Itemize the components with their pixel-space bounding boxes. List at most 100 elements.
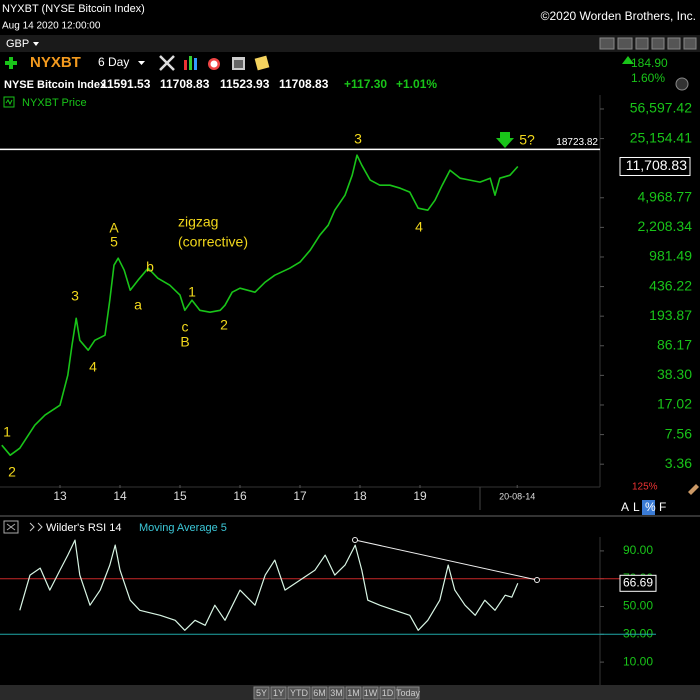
tool-icons[interactable]: [159, 55, 270, 71]
y-tick-label: 4,968.77: [638, 188, 693, 204]
range-button[interactable]: 1W: [364, 688, 378, 698]
y-tick-label: 436.22: [649, 277, 692, 293]
trend-handle: [352, 537, 358, 543]
range-button-bg[interactable]: [345, 686, 362, 700]
range-button-bg[interactable]: [396, 686, 420, 700]
y-tick-label: 10.00: [623, 654, 653, 668]
quote-close: 11708.83: [279, 77, 329, 91]
range-button-bg[interactable]: [311, 686, 328, 700]
scale-a[interactable]: A: [621, 500, 629, 514]
wave-label: 5?: [519, 132, 535, 148]
wave-label: b: [146, 259, 154, 275]
wave-label: 4: [89, 359, 97, 375]
wave-label: 1: [3, 424, 11, 440]
quote-high: 11708.83: [160, 77, 210, 91]
y-tick-label: 50.00: [623, 599, 653, 613]
wave-label: 2: [8, 464, 16, 480]
x-tick-label: 13: [53, 489, 67, 503]
scale-f[interactable]: F: [659, 500, 666, 514]
trend-line: [354, 539, 538, 581]
draw-tool[interactable]: [688, 484, 699, 495]
datetime: Aug 14 2020 12:00:00: [2, 21, 101, 32]
wave-label: 2: [220, 317, 228, 333]
add-symbol[interactable]: [5, 57, 17, 69]
y-tick-label: 90.00: [623, 543, 653, 557]
range-button-bg[interactable]: [270, 686, 287, 700]
currency[interactable]: GBP: [6, 38, 29, 50]
range-button-bg[interactable]: [379, 686, 396, 700]
quote-open: 11591.53: [101, 77, 151, 91]
range-button-bg[interactable]: [287, 686, 311, 700]
last-value-label: 66.69: [623, 575, 653, 589]
y-tick-label: 7.56: [665, 425, 692, 441]
resistance-label: 18723.82: [556, 137, 598, 148]
scale-pct-bg[interactable]: [642, 500, 655, 515]
y-tick-label: 193.87: [649, 307, 692, 323]
y-tick-label: 56,597.42: [630, 100, 692, 116]
x-tick-label: 15: [173, 489, 187, 503]
range-button[interactable]: 5Y: [256, 688, 267, 698]
range-button[interactable]: YTD: [290, 688, 309, 698]
side-change: 184.90: [631, 56, 668, 70]
x-tick-label: 16: [233, 489, 247, 503]
last-value-label: 11,708.83: [626, 157, 687, 173]
range-button[interactable]: 1M: [347, 688, 360, 698]
x-tick-label: 20-08-14: [499, 491, 535, 501]
change-arrow: [622, 56, 634, 64]
range-button-bg[interactable]: [362, 686, 379, 700]
window-title: NYXBT (NYSE Bitcoin Index): [2, 3, 145, 15]
y-tick-label: 38.30: [657, 366, 692, 382]
indicator-name: Wilder's RSI 14: [46, 522, 121, 534]
copyright: ©2020 Worden Brothers, Inc.: [541, 9, 696, 23]
range-button[interactable]: 6M: [313, 688, 326, 698]
trend-handle: [534, 577, 540, 583]
last-value-box: [619, 574, 657, 592]
close-indicator[interactable]: [3, 520, 19, 534]
quote-line: NYSE Bitcoin Index 11591.53 11708.83 115…: [4, 77, 437, 91]
range-button[interactable]: 1D: [382, 688, 394, 698]
quote-change: +117.30: [344, 77, 387, 91]
wave-label: 4: [415, 219, 423, 235]
y-tick-label: 981.49: [649, 248, 692, 264]
y-tick-label: 25,154.41: [630, 129, 692, 145]
y-tick-label: 86.17: [657, 336, 692, 352]
wave-label: 5: [110, 234, 118, 250]
wave-label: a: [134, 297, 142, 313]
range-button[interactable]: 1Y: [273, 688, 284, 698]
wave-label: 3: [354, 131, 362, 147]
wave-label: (corrective): [178, 234, 248, 250]
close-indicator-x[interactable]: [6, 523, 16, 531]
indicator-icon: [29, 522, 43, 532]
period[interactable]: 6 Day: [98, 55, 129, 69]
period-dropdown[interactable]: [138, 61, 145, 65]
scale-l[interactable]: L: [633, 500, 640, 514]
range-button[interactable]: 3M: [330, 688, 343, 698]
currency-dropdown[interactable]: [33, 42, 39, 46]
wave-label: zigzag: [178, 214, 218, 230]
wave-label: 3: [71, 288, 79, 304]
zoom[interactable]: 125%: [632, 482, 658, 493]
range-button-bg[interactable]: [253, 686, 270, 700]
quote-change-pct: +1.01%: [396, 77, 437, 91]
range-button[interactable]: Today: [396, 688, 421, 698]
y-tick-label: 17.02: [657, 396, 692, 412]
chart-settings[interactable]: [675, 77, 689, 91]
legend-swatch-line: [5, 99, 13, 106]
quote-name: NYSE Bitcoin Index: [4, 79, 107, 91]
x-tick-label: 19: [413, 489, 427, 503]
toolbar: [0, 35, 700, 52]
window-controls[interactable]: [599, 37, 697, 50]
scale-pct[interactable]: %: [645, 500, 656, 514]
wave-label: B: [180, 334, 189, 350]
symbol[interactable]: NYXBT: [30, 54, 81, 71]
x-tick-label: 17: [293, 489, 307, 503]
wave-label: c: [182, 319, 189, 335]
target-arrow: [496, 132, 514, 148]
side-pct: 1.60%: [631, 71, 665, 85]
legend-label: NYXBT Price: [22, 97, 87, 109]
quote-low: 11523.93: [220, 77, 270, 91]
indicator-note: Moving Average 5: [139, 522, 227, 534]
y-tick-label: 30.00: [623, 626, 653, 640]
wave-label: 1: [188, 284, 196, 300]
range-button-bg[interactable]: [328, 686, 345, 700]
